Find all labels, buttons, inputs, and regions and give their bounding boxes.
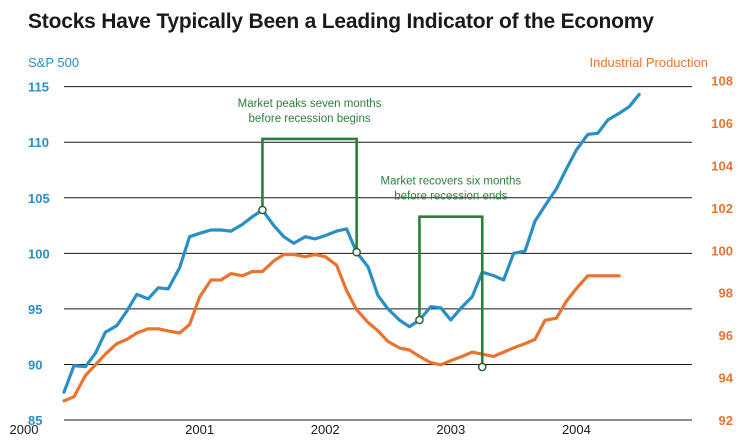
annotation-marker <box>415 315 424 325</box>
y-left-tick-label: 95 <box>28 302 42 317</box>
annotation-text: Market recovers six months <box>381 176 522 188</box>
annotation-text: before recession begins <box>248 113 370 125</box>
y-right-tick-label: 94 <box>719 371 734 386</box>
y-left-tick-label: 115 <box>28 80 49 95</box>
gridlines <box>64 86 692 421</box>
y-right-tick-label: 100 <box>711 243 733 258</box>
series-lines <box>62 92 641 403</box>
chart-title: Stocks Have Typically Been a Leading Ind… <box>28 10 654 33</box>
y-left-tick-label: 110 <box>28 135 49 150</box>
annotation-marker <box>477 362 487 372</box>
industrial-production-line <box>62 252 621 403</box>
annotation-bracket <box>418 215 484 367</box>
y-left-axis-label: S&P 500 <box>28 55 79 70</box>
annotations: Market peaks seven months before recessio… <box>238 98 522 372</box>
y-right-tick-label: 98 <box>719 286 733 301</box>
x-tick-label: 2001 <box>185 422 214 437</box>
x-tick-label: 2004 <box>562 422 591 437</box>
annotation-marker <box>258 205 267 215</box>
y-right-tick-label: 106 <box>711 116 733 131</box>
y-right-tick-label: 102 <box>711 201 733 216</box>
x-tick-label: 2000 <box>10 422 39 437</box>
annotation-marker <box>352 247 361 257</box>
annotation-bracket <box>261 137 358 253</box>
y-right-tick-label: 96 <box>719 328 733 343</box>
y-left-tick-label: 90 <box>28 357 42 372</box>
annotation-text: Market peaks seven months <box>238 98 382 110</box>
x-tick-label: 2002 <box>311 422 340 437</box>
annotation-text: before recession ends <box>394 191 507 203</box>
x-tick-label: 2003 <box>436 422 465 437</box>
sp500-line <box>62 92 641 394</box>
y-right-axis-label: Industrial Production <box>589 55 708 70</box>
y-left-tick-label: 105 <box>28 191 50 206</box>
y-left-tick-label: 100 <box>28 246 50 261</box>
y-right-tick-label: 92 <box>719 413 733 428</box>
y-right-tick-label: 108 <box>711 74 733 89</box>
axes: S&P 500 Industrial Production 85 90 95 100 105… <box>10 55 734 437</box>
y-right-tick-label: 104 <box>711 158 733 173</box>
y-left-tick-label: 85 <box>28 413 42 428</box>
